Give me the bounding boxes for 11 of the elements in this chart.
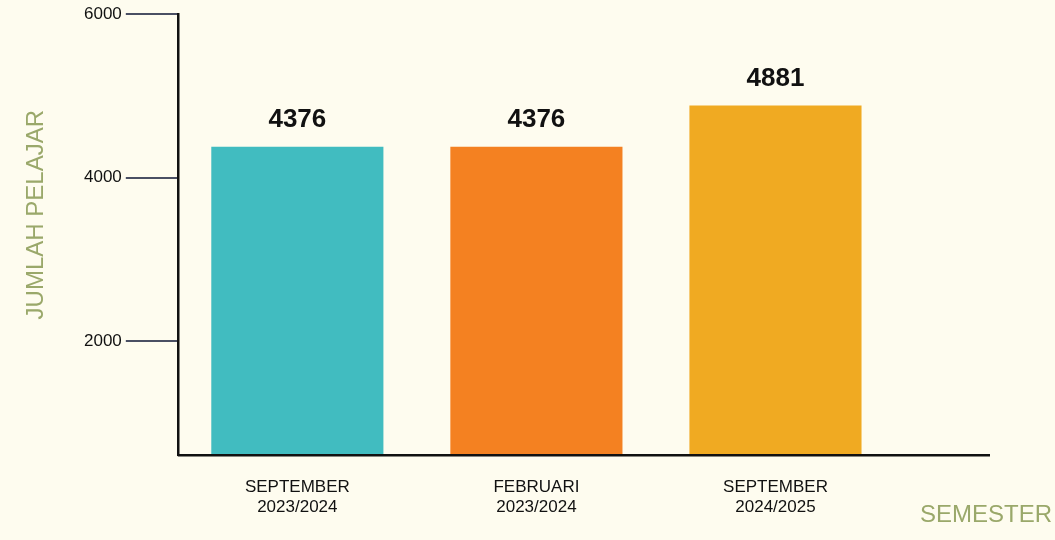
x-axis-title: SEMESTER bbox=[919, 499, 1052, 527]
data-label: 4881 bbox=[746, 61, 805, 92]
x-tick-label: FEBRUARI 2023/2024 bbox=[493, 477, 580, 517]
x-tick-label: SEPTEMBER 2023/2024 bbox=[244, 477, 350, 517]
x-tick-label: SEPTEMBER 2024/2025 bbox=[723, 477, 828, 517]
y-tick-label: 2000 bbox=[83, 330, 122, 350]
y-axis-title: JUMLAH PELAJAR bbox=[20, 110, 48, 320]
data-label: 4376 bbox=[507, 103, 566, 133]
y-tick-label: 4000 bbox=[83, 167, 122, 187]
data-label: 4376 bbox=[268, 103, 327, 133]
y-tick-label: 6000 bbox=[83, 3, 122, 23]
